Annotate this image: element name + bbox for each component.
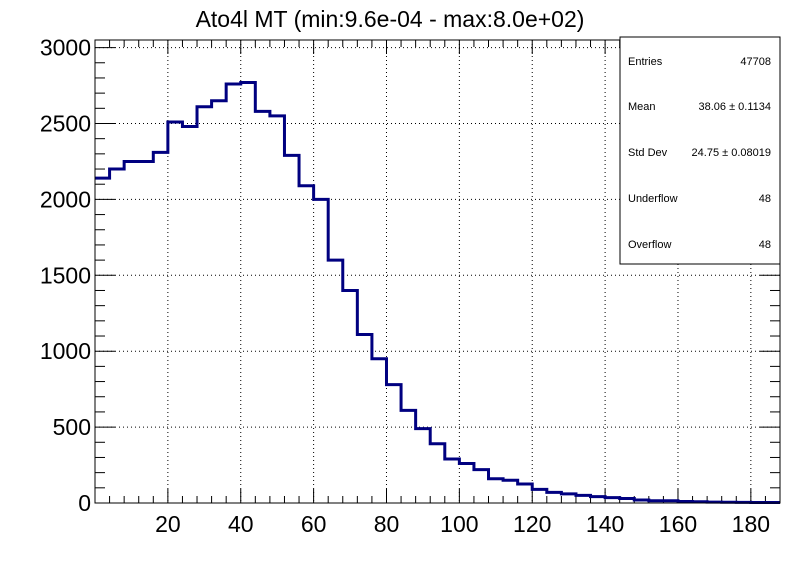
x-tick-label: 80 [374,511,400,537]
histogram-series-line [95,81,780,505]
stat-underflow-label: Underflow [628,193,678,205]
y-tick-label: 2000 [40,186,91,212]
y-tick-label: 1000 [40,338,91,364]
x-tick-label: 60 [301,511,327,537]
x-tick-label: 20 [155,511,181,537]
stat-entries-value: 47708 [740,56,771,68]
y-tick-label: 500 [53,414,91,440]
chart-title: Ato4l MT (min:9.6e-04 - max:8.0e+02) [196,6,585,32]
stat-overflow-value: 48 [759,239,771,251]
stat-mean-value: 38.06 ± 0.1134 [698,101,771,113]
y-tick-label: 2500 [40,110,91,136]
x-tick-label: 100 [440,511,478,537]
y-tick-label: 3000 [40,35,91,61]
x-tick-label: 180 [732,511,770,537]
x-axis-tick-labels: 20 40 60 80 100 120 140 160 180 [155,511,770,537]
x-tick-label: 160 [659,511,697,537]
y-tick-label: 0 [78,490,91,516]
stat-overflow-label: Overflow [628,239,671,251]
statistics-box: Entries 47708 Mean 38.06 ± 0.1134 Std De… [619,36,781,265]
stat-stddev-value: 24.75 ± 0.08019 [692,147,771,159]
stat-entries-label: Entries [628,56,663,68]
stat-mean-label: Mean [628,101,656,113]
x-tick-label: 40 [228,511,254,537]
y-axis-tick-labels: 0 500 1000 1500 2000 2500 3000 [40,35,91,516]
x-tick-label: 120 [513,511,551,537]
y-tick-label: 1500 [40,262,91,288]
statistics-box-frame [619,36,781,265]
stat-underflow-value: 48 [759,193,771,205]
stat-stddev-label: Std Dev [628,147,668,159]
x-tick-label: 140 [586,511,624,537]
plot-frame [94,39,781,504]
